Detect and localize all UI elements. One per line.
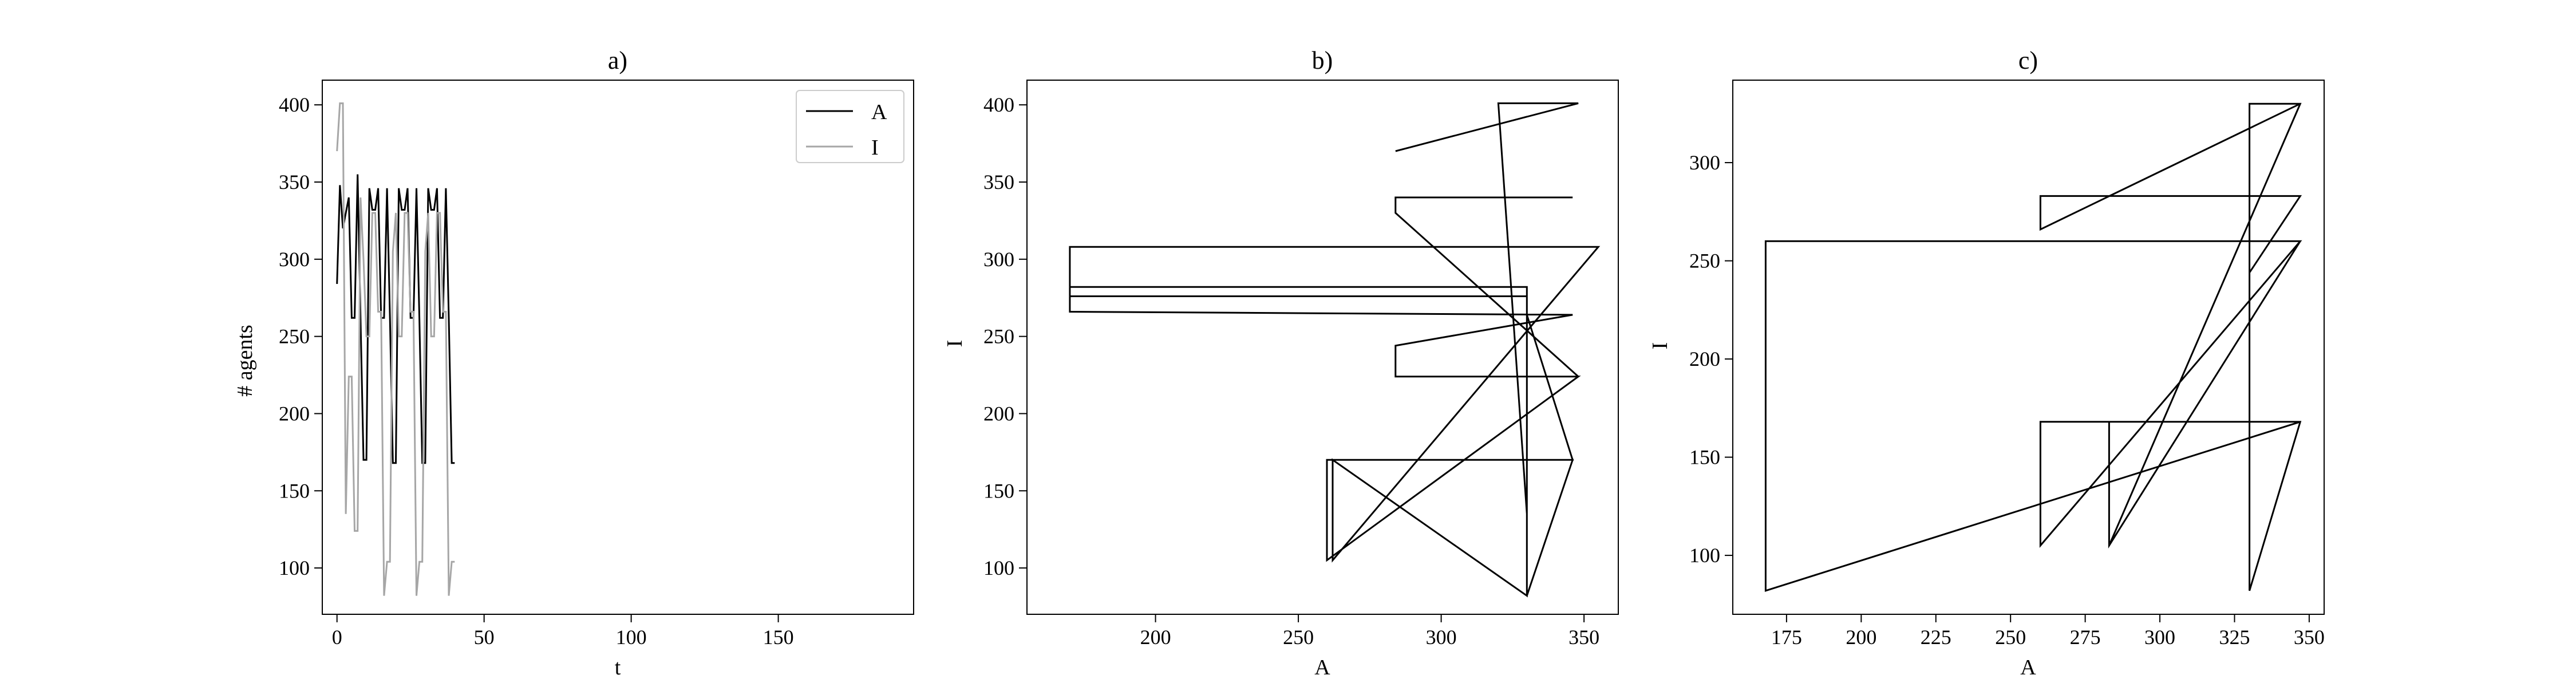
y-tick-label-b: 250 [983,325,1014,348]
plot-frame-b [1026,80,1619,615]
y-tick-label-a: 350 [279,171,310,194]
plot-frame-c [1732,80,2325,615]
x-axis-label-b: A [1314,656,1330,680]
x-tick-label-c: 300 [2144,626,2175,649]
panel-b: b) 200 250 300 350 100 150 200 250 300 350 400 A I [943,46,1619,680]
x-tick-label-c: 200 [1846,626,1876,649]
legend-box [796,90,904,163]
y-tick-label-a: 250 [279,325,310,348]
plot-a: 0 50 100 150 100 150 200 250 300 350 400 [279,80,914,649]
y-tick-label-b: 400 [983,93,1014,116]
panel-b-title: b) [1312,46,1333,74]
y-tick-label-c: 100 [1689,544,1720,567]
x-tick-label-c: 225 [1921,626,1951,649]
y-tick-label-c: 200 [1689,348,1720,370]
x-tick-label-a: 50 [474,626,495,649]
y-tick-label-a: 300 [279,248,310,271]
y-tick-label-b: 200 [983,402,1014,425]
y-tick-label-a: 150 [279,479,310,502]
x-tick-label-b: 300 [1426,626,1457,649]
x-tick-label-b: 250 [1283,626,1314,649]
x-axis-label-c: A [2020,656,2036,680]
y-axis-label-a: # agents [233,325,257,397]
y-tick-label-b: 100 [983,556,1014,579]
y-tick-label-a: 100 [279,556,310,579]
x-tick-label-b: 350 [1568,626,1599,649]
x-tick-label-a: 100 [616,626,647,649]
x-tick-label-c: 275 [2070,626,2101,649]
y-tick-label-c: 300 [1689,151,1720,174]
y-tick-label-c: 150 [1689,446,1720,469]
y-tick-label-a: 200 [279,402,310,425]
x-tick-label-b: 200 [1140,626,1171,649]
x-tick-label-c: 250 [1995,626,2026,649]
plot-frame-a [322,80,914,615]
series-line-i [336,102,455,596]
y-tick-label-b: 350 [983,171,1014,194]
panel-a-title: a) [608,46,627,74]
plot-c: 175 200 225 250 275 300 325 350 100 150 200 250 300 [1689,80,2325,649]
x-tick-label-a: 150 [763,626,794,649]
plot-b: 200 250 300 350 100 150 200 250 300 350 400 [983,80,1619,649]
trajectory-line-b [1069,102,1601,598]
legend-label-i: I [871,136,879,160]
x-tick-label-c: 325 [2219,626,2250,649]
panel-c: c) 175 200 225 250 275 300 325 350 100 150 200 250 3… [1648,46,2325,680]
y-tick-label-b: 150 [983,479,1014,502]
series-line-a [336,174,455,464]
x-tick-label-c: 350 [2294,626,2325,649]
y-tick-label-b: 300 [983,248,1014,271]
legend-label-a: A [871,100,887,124]
y-axis-label-b: I [943,340,967,348]
x-tick-label-a: 0 [332,626,342,649]
trajectory-line-c [1764,102,2302,592]
y-axis-label-c: I [1648,342,1672,350]
y-tick-label-c: 250 [1689,250,1720,273]
x-tick-label-c: 175 [1771,626,1802,649]
y-tick-label-a: 400 [279,93,310,116]
panel-c-title: c) [2018,46,2038,74]
x-axis-label-a: t [615,656,621,680]
legend: A I [796,90,904,163]
